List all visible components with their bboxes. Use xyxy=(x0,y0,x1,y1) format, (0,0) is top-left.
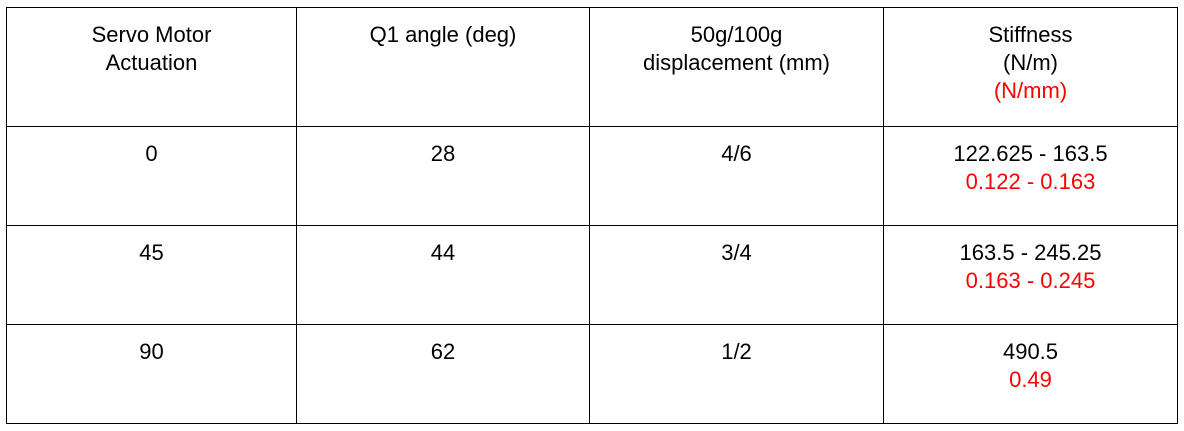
cell-actuation: 90 xyxy=(6,324,297,424)
header-cell-q1-angle: Q1 angle (deg) xyxy=(296,7,590,127)
cell-actuation: 0 xyxy=(6,126,297,226)
cell-text: 62 xyxy=(430,339,456,364)
cell-text-red: 0.122 - 0.163 xyxy=(965,169,1096,194)
header-text: (N/m) xyxy=(1003,50,1058,75)
cell-displacement: 1/2 xyxy=(589,324,884,424)
header-row: Servo Motor Actuation Q1 angle (deg) 50g… xyxy=(6,7,1178,127)
cell-stiffness: 122.625 - 163.5 0.122 - 0.163 xyxy=(883,126,1178,226)
cell-text: 490.5 xyxy=(1002,339,1059,364)
cell-text: 0 xyxy=(145,141,158,166)
cell-text: 1/2 xyxy=(721,339,752,364)
header-cell-stiffness: Stiffness (N/m) (N/mm) xyxy=(883,7,1178,127)
cell-stiffness: 163.5 - 245.25 0.163 - 0.245 xyxy=(883,225,1178,325)
cell-text: 163.5 - 245.25 xyxy=(959,240,1102,265)
table-row: 0 28 4/6 122.625 - 163.5 0.122 - 0.163 xyxy=(6,126,1178,226)
cell-q1-angle: 44 xyxy=(296,225,590,325)
cell-text: 28 xyxy=(430,141,456,166)
cell-text: 3/4 xyxy=(721,240,752,265)
cell-q1-angle: 62 xyxy=(296,324,590,424)
header-text: 50g/100g xyxy=(690,22,783,47)
table-row: 45 44 3/4 163.5 - 245.25 0.163 - 0.245 xyxy=(6,225,1178,325)
cell-q1-angle: 28 xyxy=(296,126,590,226)
cell-text: 90 xyxy=(139,339,164,364)
header-text: displacement (mm) xyxy=(642,50,831,75)
cell-text-red: 0.163 - 0.245 xyxy=(965,268,1096,293)
cell-text: 122.625 - 163.5 xyxy=(953,141,1108,166)
header-text: Actuation xyxy=(105,50,198,75)
header-cell-actuation: Servo Motor Actuation xyxy=(6,7,297,127)
cell-actuation: 45 xyxy=(6,225,297,325)
cell-text: 45 xyxy=(139,240,164,265)
cell-text-red: 0.49 xyxy=(1009,367,1052,392)
cell-text: 44 xyxy=(430,240,456,265)
header-cell-displacement: 50g/100g displacement (mm) xyxy=(589,7,884,127)
cell-displacement: 3/4 xyxy=(589,225,884,325)
header-text: Q1 angle (deg) xyxy=(369,22,517,47)
data-table: Servo Motor Actuation Q1 angle (deg) 50g… xyxy=(6,7,1178,424)
header-text: Servo Motor xyxy=(91,22,212,47)
cell-displacement: 4/6 xyxy=(589,126,884,226)
header-text-red: (N/mm) xyxy=(993,78,1068,103)
table-row: 90 62 1/2 490.5 0.49 xyxy=(6,324,1178,424)
cell-stiffness: 490.5 0.49 xyxy=(883,324,1178,424)
cell-text: 4/6 xyxy=(721,141,752,166)
header-text: Stiffness xyxy=(988,22,1073,47)
